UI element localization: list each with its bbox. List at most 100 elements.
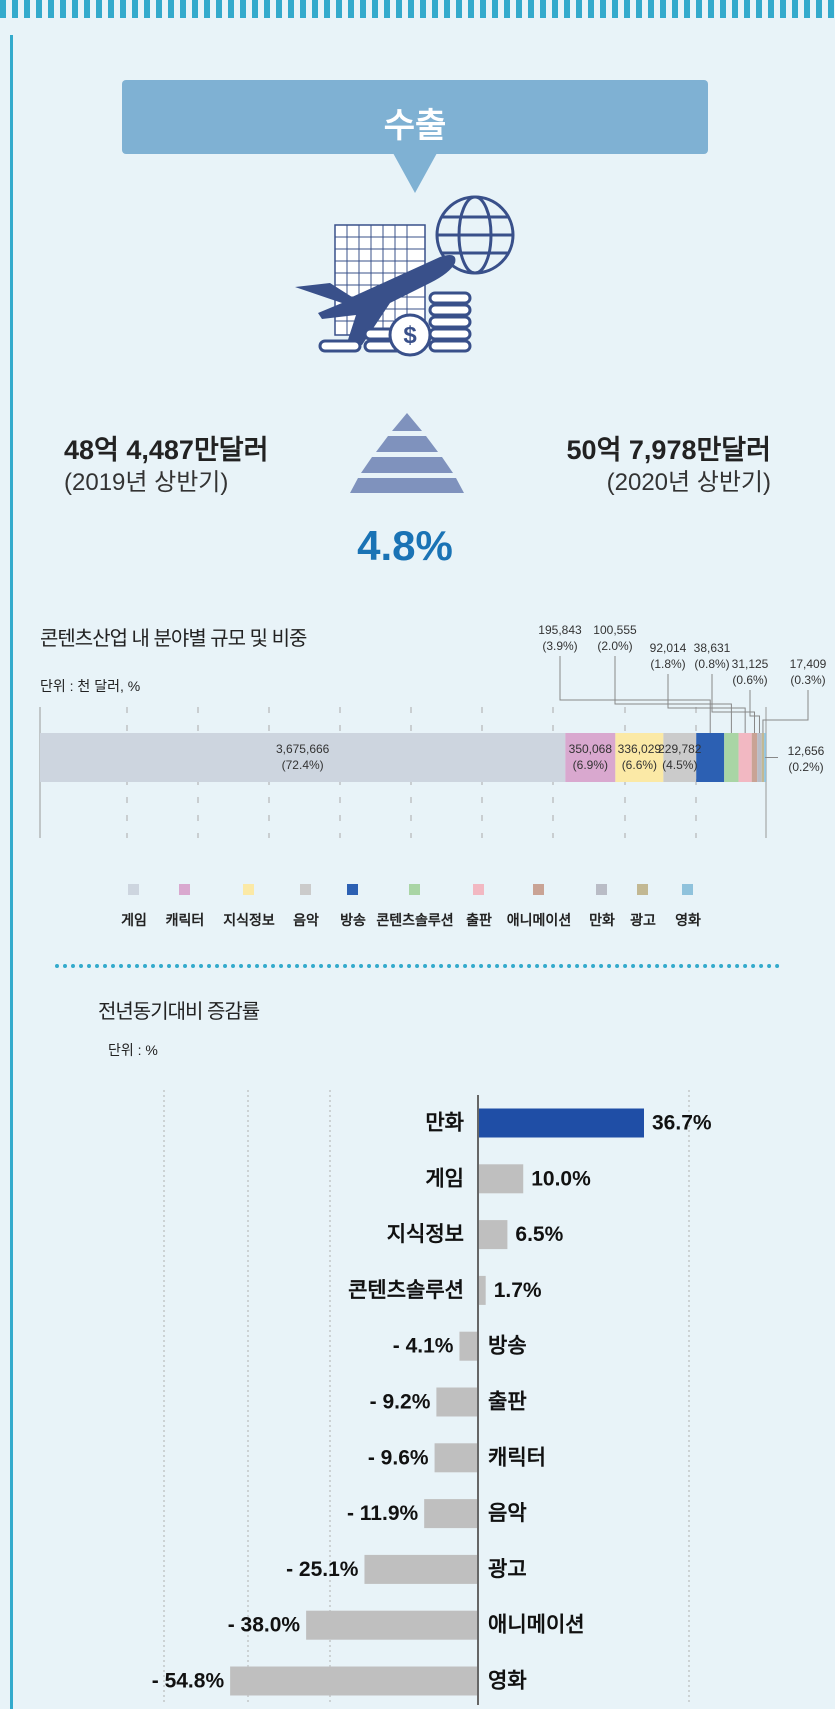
growth-bar-1 xyxy=(478,1108,644,1138)
stack-segment-9 xyxy=(757,733,762,782)
stack-segment-5 xyxy=(696,733,725,782)
segment-value-label: 3,675,666 xyxy=(276,742,330,756)
svg-text:$: $ xyxy=(403,322,417,349)
callout-value-label: 12,656 xyxy=(788,744,825,758)
export-period-2020: (2020년 상반기) xyxy=(606,469,771,496)
growth-bar-6 xyxy=(436,1387,478,1417)
banner-pointer xyxy=(393,153,437,193)
growth-bar-11 xyxy=(230,1666,478,1696)
callout-value-label: 17,409 xyxy=(790,657,827,671)
bar-value-label: - 9.2% xyxy=(370,1391,431,1414)
legend-label: 출판 xyxy=(466,912,492,928)
callout-share-label: (0.8%) xyxy=(694,657,729,671)
legend-swatch xyxy=(409,884,420,895)
bar-value-label: 6.5% xyxy=(515,1223,563,1246)
callout-share-label: (0.3%) xyxy=(790,673,825,687)
growth-bar-4 xyxy=(478,1275,486,1305)
bar-value-label: - 4.1% xyxy=(393,1335,454,1358)
legend-label: 방송 xyxy=(340,912,366,928)
legend-label: 지식정보 xyxy=(223,912,275,928)
growth-bar-chart: 만화 36.7% 게임 10.0% 지식정보 6.5% 콘텐츠솔루션 1.7% 방송 - 4.1%… xyxy=(152,1090,712,1705)
bar-category-label: 애니메이션 xyxy=(488,1614,585,1637)
stack-segment-7 xyxy=(738,733,752,782)
legend-label: 애니메이션 xyxy=(506,912,572,928)
stack-segment-2 xyxy=(565,733,616,782)
legend-swatch xyxy=(300,884,311,895)
stack-segment-4 xyxy=(663,733,697,782)
callout-value-label: 38,631 xyxy=(694,641,731,655)
left-border-line xyxy=(10,35,13,1709)
bar-category-label: 지식정보 xyxy=(387,1223,464,1246)
bar-value-label: - 25.1% xyxy=(286,1558,359,1581)
bar-value-label: 36.7% xyxy=(652,1112,712,1135)
bar-category-label: 영화 xyxy=(488,1670,527,1693)
stack-chart: 3,675,666 (72.4%) 350,068 (6.9%) 336,029 (6.6… xyxy=(39,623,827,838)
bar-value-label: - 9.6% xyxy=(368,1446,429,1469)
bar-chart-title: 전년동기대비 증감률 xyxy=(98,1001,260,1023)
callout-leader-line xyxy=(614,656,732,733)
legend-label: 콘텐츠솔루션 xyxy=(376,912,454,928)
bar-chart-unit: 단위 : % xyxy=(108,1042,158,1058)
callout-leader-line xyxy=(667,674,746,733)
legend-swatch xyxy=(347,884,358,895)
export-plane-globe-coins-icon: $ xyxy=(295,195,515,357)
bar-category-label: 광고 xyxy=(488,1558,527,1581)
legend-label: 만화 xyxy=(589,912,615,928)
growth-bar-2 xyxy=(478,1164,524,1194)
bar-value-label: - 54.8% xyxy=(152,1670,225,1693)
legend-swatch xyxy=(243,884,254,895)
segment-share-label: (72.4%) xyxy=(282,758,324,772)
legend-label: 음악 xyxy=(293,912,319,928)
top-stripe-border xyxy=(0,0,835,18)
bar-value-label: - 11.9% xyxy=(347,1502,419,1525)
stack-segment-3 xyxy=(615,733,664,782)
legend-swatch xyxy=(179,884,190,895)
stack-segment-1 xyxy=(40,733,566,782)
legend-swatch xyxy=(128,884,139,895)
growth-bar-8 xyxy=(424,1499,478,1529)
segment-value-label: 350,068 xyxy=(569,742,613,756)
export-amount-2019: 48억 4,487만달러 xyxy=(64,435,269,465)
segment-value-label: 336,029 xyxy=(618,742,662,756)
callout-value-label: 100,555 xyxy=(593,623,637,637)
callout-value-label: 92,014 xyxy=(650,641,687,655)
segment-share-label: (6.9%) xyxy=(573,758,608,772)
bar-category-label: 콘텐츠솔루션 xyxy=(348,1279,464,1302)
bar-category-label: 출판 xyxy=(488,1391,527,1414)
stack-chart-title: 콘텐츠산업 내 분야별 규모 및 비중 xyxy=(40,628,307,650)
section-divider xyxy=(55,964,780,968)
bar-value-label: - 38.0% xyxy=(228,1614,301,1637)
bar-category-label: 게임 xyxy=(425,1167,464,1190)
callout-share-label: (1.8%) xyxy=(650,657,685,671)
segment-value-label: 229,782 xyxy=(658,742,702,756)
growth-bar-9 xyxy=(364,1554,478,1584)
bar-category-label: 캐릭터 xyxy=(488,1446,546,1469)
growth-bar-3 xyxy=(478,1220,508,1250)
legend-label: 게임 xyxy=(121,912,147,928)
legend-label: 캐릭터 xyxy=(165,912,205,928)
growth-bar-5 xyxy=(459,1331,478,1361)
stack-segment-10 xyxy=(761,733,765,782)
growth-bar-7 xyxy=(434,1443,478,1473)
bar-value-label: 1.7% xyxy=(494,1279,542,1302)
stack-segment-8 xyxy=(751,733,758,782)
export-banner: 수출 xyxy=(122,80,708,154)
callout-leader-line xyxy=(559,656,711,733)
growth-bar-10 xyxy=(306,1610,478,1640)
callout-share-label: (0.2%) xyxy=(788,760,823,774)
stack-chart-unit: 단위 : 천 달러, % xyxy=(40,678,141,694)
legend-swatch xyxy=(473,884,484,895)
growth-rate: 4.8% xyxy=(357,522,453,569)
bar-category-label: 만화 xyxy=(425,1112,464,1135)
callout-leader-line xyxy=(762,690,809,733)
export-period-2019: (2019년 상반기) xyxy=(64,469,229,496)
legend-label: 광고 xyxy=(630,912,656,928)
legend-swatch xyxy=(682,884,693,895)
callout-value-label: 31,125 xyxy=(732,657,769,671)
legend-swatch xyxy=(637,884,648,895)
export-amount-2020: 50억 7,978만달러 xyxy=(566,435,771,465)
callout-leader-line xyxy=(711,674,755,733)
stack-segment-6 xyxy=(724,733,739,782)
legend-swatch xyxy=(533,884,544,895)
callout-value-label: 195,843 xyxy=(538,623,582,637)
